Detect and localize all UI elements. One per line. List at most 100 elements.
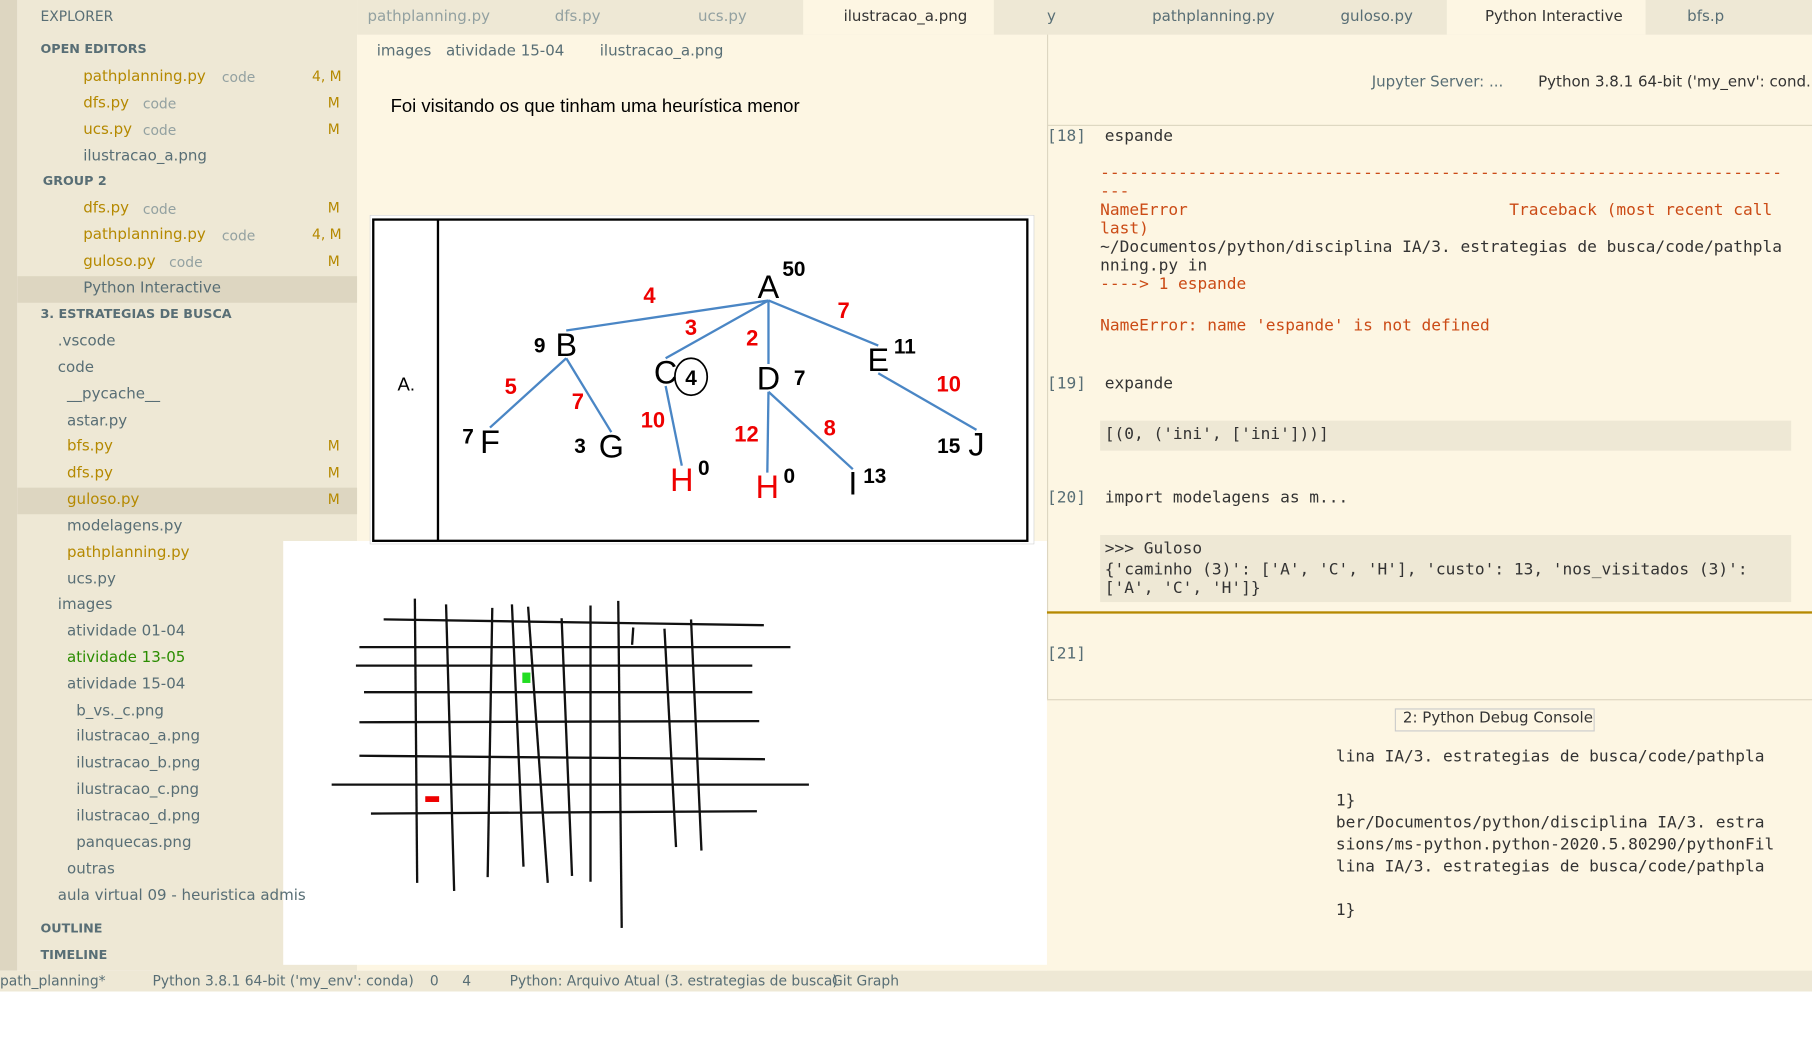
output-line: {'caminho (3)': ['A', 'C', 'H'], 'custo'… bbox=[1104, 560, 1758, 598]
tab-active bbox=[1446, 0, 1646, 35]
breadcrumb: ilustracao_a.png bbox=[599, 42, 724, 61]
node-heuristic: 50 bbox=[782, 258, 805, 281]
output-line: NameError Traceback (most recent call la… bbox=[1100, 201, 1782, 239]
explorer-badge: M bbox=[327, 253, 340, 270]
explorer-item: modelagens.py bbox=[67, 517, 183, 536]
tab-active bbox=[803, 0, 994, 35]
edge-weight: 7 bbox=[572, 389, 584, 414]
edge-weight: 7 bbox=[837, 298, 849, 323]
edge bbox=[566, 299, 769, 332]
explorer-item: pathplanning.py bbox=[83, 68, 206, 86]
circle-mark bbox=[674, 357, 709, 397]
output-line: ----------------------------------------… bbox=[1100, 164, 1782, 202]
output-line: ----> 1 espande bbox=[1100, 275, 1247, 294]
terminal-line: 1} bbox=[1335, 791, 1356, 811]
explorer-item: __pycache__ bbox=[67, 385, 160, 404]
output-line: [(0, ('ini', ['ini']))] bbox=[1104, 425, 1329, 444]
node-label: D bbox=[757, 360, 780, 396]
terminal-line: lina IA/3. estrategias de busca/code/pat… bbox=[1335, 857, 1765, 876]
explorer-item: GROUP 2 bbox=[42, 173, 107, 189]
panel bbox=[1046, 699, 1812, 972]
breadcrumb: atividade 15-04 bbox=[446, 42, 565, 61]
edge-weight: 10 bbox=[641, 408, 665, 433]
row-highlight bbox=[17, 276, 358, 303]
node-heuristic: 7 bbox=[794, 367, 806, 390]
edge-weight: 5 bbox=[505, 374, 517, 399]
explorer-item: bfs.py bbox=[67, 437, 113, 456]
node-heuristic: 4 bbox=[685, 367, 697, 390]
explorer-item: Python Interactive bbox=[83, 279, 221, 297]
explorer-badge: M bbox=[327, 464, 340, 481]
explorer-badge: M bbox=[327, 437, 340, 455]
terminal-selector: 2: Python Debug Console bbox=[1394, 708, 1595, 732]
terminal-line: sions/ms-python.python-2020.5.80290/pyth… bbox=[1335, 835, 1775, 854]
explorer-item: atividade 01-04 bbox=[67, 622, 186, 641]
explorer-item-desc: code bbox=[142, 122, 177, 139]
explorer-badge: M bbox=[327, 199, 340, 217]
explorer-item-desc: code bbox=[142, 95, 177, 113]
node-label: F bbox=[480, 424, 500, 460]
explorer-item: OPEN EDITORS bbox=[40, 41, 147, 57]
explorer-item: panquecas.png bbox=[76, 834, 192, 852]
explorer-item: guloso.py bbox=[83, 253, 156, 271]
terminal-line: 1} bbox=[1335, 901, 1356, 920]
activity-bar bbox=[0, 0, 18, 971]
status-bar bbox=[0, 970, 1812, 992]
sidebar-title: EXPLORER bbox=[40, 8, 114, 25]
explorer-item: ilustracao_d.png bbox=[76, 807, 201, 826]
tab: y bbox=[1046, 8, 1056, 26]
frame bbox=[372, 218, 1029, 542]
edge-weight: 4 bbox=[643, 283, 656, 308]
explorer-item: astar.py bbox=[67, 412, 128, 430]
node-heuristic: 7 bbox=[462, 426, 474, 449]
cell-input: expande bbox=[1104, 374, 1173, 393]
explorer-item: atividade 15-04 bbox=[67, 676, 186, 694]
cell-number: [20] bbox=[1046, 488, 1086, 508]
node-heuristic: 13 bbox=[863, 465, 886, 488]
node-label: H bbox=[670, 462, 693, 498]
cell-output: [(0, ('ini', ['ini']))] bbox=[1100, 420, 1792, 451]
cell-separator bbox=[1046, 611, 1812, 614]
node-heuristic: 3 bbox=[574, 435, 586, 458]
node-heuristic: 0 bbox=[698, 457, 710, 480]
output-line: NameError: name 'espande' is not defined bbox=[1100, 316, 1490, 336]
edge bbox=[489, 357, 568, 429]
cell-number: [19] bbox=[1046, 374, 1086, 393]
explorer-item: pathplanning.py bbox=[67, 544, 190, 562]
explorer-item: aula virtual 09 - heuristica admis bbox=[57, 887, 306, 905]
explorer-item: ilustracao_a.png bbox=[83, 147, 207, 166]
node-heuristic: 9 bbox=[534, 334, 546, 357]
sketch bbox=[283, 540, 1047, 965]
edge-weight: 3 bbox=[685, 315, 697, 340]
explorer-item: atividade 13-05 bbox=[67, 649, 186, 667]
tab: pathplanning.py bbox=[1152, 8, 1275, 26]
explorer-item: b_vs._c.png bbox=[76, 702, 164, 720]
node-label: H bbox=[756, 469, 779, 505]
breadcrumb: images bbox=[376, 42, 432, 61]
node-label: J bbox=[968, 426, 984, 462]
node-heuristic: 11 bbox=[894, 336, 916, 359]
explorer-item-desc: code bbox=[221, 69, 256, 86]
explorer-item: guloso.py bbox=[67, 491, 140, 509]
explorer-badge: M bbox=[327, 491, 340, 508]
edge bbox=[768, 299, 879, 347]
frame bbox=[369, 214, 1035, 545]
tab: guloso.py bbox=[1340, 8, 1413, 26]
explorer-badge: 4, M bbox=[312, 226, 342, 243]
explorer-item: 3. ESTRATEGIAS DE BUSCA bbox=[40, 306, 232, 322]
node-heuristic: 15 bbox=[937, 435, 960, 458]
edge bbox=[766, 391, 770, 473]
edge-weight: 10 bbox=[937, 372, 961, 397]
status-item: 0 bbox=[429, 973, 439, 990]
output-line bbox=[1100, 296, 1782, 317]
status-item: Python 3.8.1 64-bit ('my_env': conda) bbox=[152, 973, 414, 990]
explorer-item-desc: code bbox=[142, 201, 177, 218]
explorer-item: .vscode bbox=[57, 332, 116, 351]
output-line: >>> Guloso bbox=[1104, 539, 1203, 559]
explorer-item-desc: code bbox=[221, 227, 256, 244]
explorer-item: TIMELINE bbox=[40, 947, 108, 963]
explorer-item: ucs.py bbox=[67, 570, 116, 589]
tab: ucs.py bbox=[697, 8, 747, 26]
edge bbox=[877, 372, 978, 431]
